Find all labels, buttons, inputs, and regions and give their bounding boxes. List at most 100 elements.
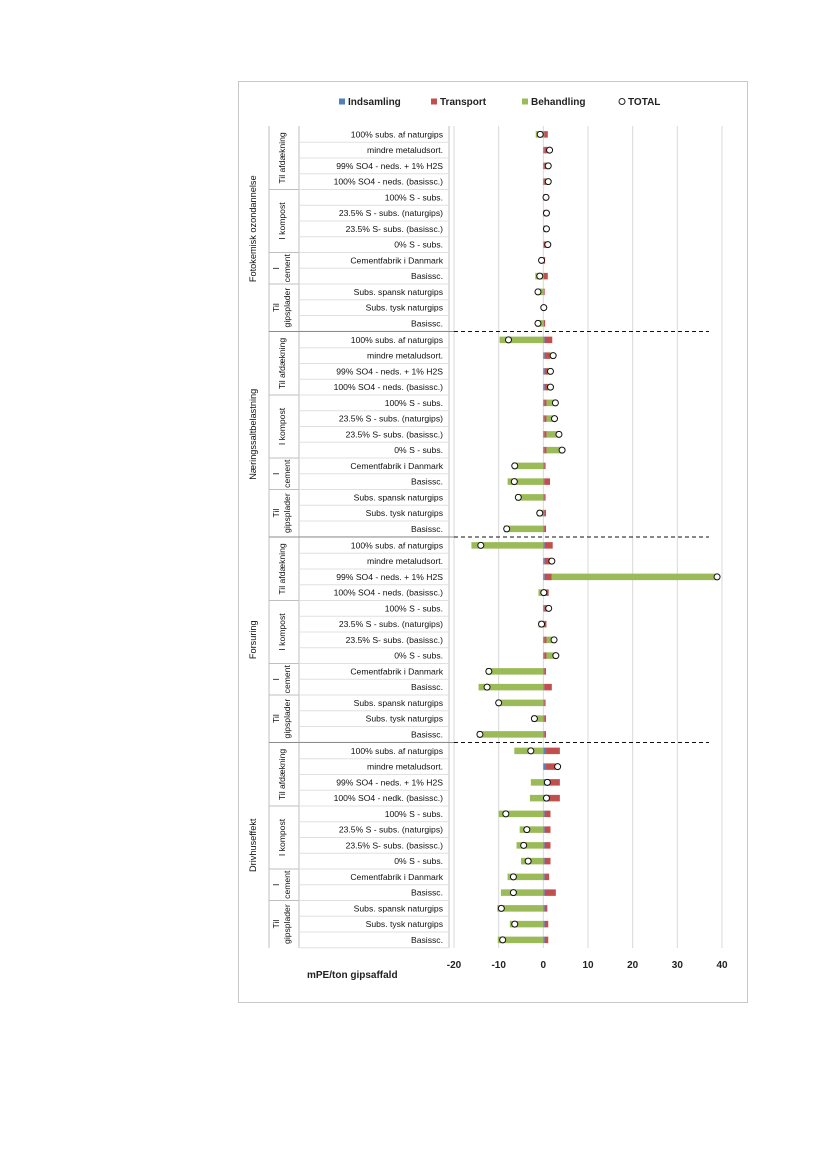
group-label-line: Til afdækning xyxy=(277,543,287,594)
bar-indsamling xyxy=(543,857,545,865)
category-label: mindre metaludsort. xyxy=(367,351,443,361)
category-label: Cementfabrik i Danmark xyxy=(350,666,443,676)
bar-transport xyxy=(544,620,547,628)
bar-transport xyxy=(544,399,547,407)
bar-indsamling xyxy=(543,542,545,549)
category-label: 100% SO4 - neds. (basissc.) xyxy=(334,177,444,187)
total-marker xyxy=(552,652,560,660)
total-marker xyxy=(524,857,532,865)
bar-transport xyxy=(544,352,551,359)
group-label-line: cement xyxy=(282,459,292,488)
bar-behandling xyxy=(497,936,544,944)
x-tick-label: 20 xyxy=(627,960,639,971)
bar-behandling xyxy=(512,462,544,470)
category-label: 100% subs. af naturgips xyxy=(351,746,443,756)
bar-indsamling xyxy=(543,178,545,185)
total-marker xyxy=(510,478,518,486)
bar-indsamling xyxy=(543,415,545,422)
category-label: Subs. tysk naturgips xyxy=(366,714,443,724)
total-marker xyxy=(554,763,562,771)
bar-indsamling xyxy=(543,668,545,675)
group-label-line: cement xyxy=(282,665,292,694)
bar-indsamling xyxy=(543,336,545,344)
bar-behandling xyxy=(496,699,544,707)
bar-transport xyxy=(544,905,548,912)
total-marker xyxy=(555,430,563,438)
total-marker xyxy=(545,604,553,612)
bar-transport xyxy=(544,336,553,344)
bar-indsamling xyxy=(543,936,545,944)
bar-behandling xyxy=(551,573,718,581)
total-marker xyxy=(534,288,542,296)
category-label: 23.5% S - subs. (naturgips) xyxy=(339,208,443,218)
legend-marker-total xyxy=(618,98,626,105)
bar-transport xyxy=(544,857,551,865)
chart-frame: -20 -10 0 10 20 30 40 mPE/ton gipsaffald Indsaml… xyxy=(238,81,748,1003)
group-label-line: Til xyxy=(271,303,281,312)
legend-label: Transport xyxy=(440,97,487,108)
category-label: 100% S - subs. xyxy=(385,603,443,613)
bar-behandling xyxy=(478,683,544,691)
category-label: Subs. tysk naturgips xyxy=(366,303,443,313)
category-label: 99% SO4 - neds. + 1% H2S xyxy=(336,777,443,787)
bar-transport xyxy=(545,794,560,802)
total-marker xyxy=(538,256,546,264)
group-label: Til afdækning xyxy=(277,132,287,183)
bar-transport xyxy=(544,415,547,422)
block-label: Forsuring xyxy=(248,620,258,659)
group-label-line: cement xyxy=(282,870,292,899)
legend-label: Indsamling xyxy=(348,97,401,108)
x-tick-label: 0 xyxy=(541,960,547,971)
total-marker xyxy=(713,573,721,581)
category-label: 23.5% S- subs. (basissc.) xyxy=(346,224,444,234)
block-label: Næringssaltbelastning xyxy=(248,389,258,480)
group-label: Til gipsplader xyxy=(271,904,292,944)
bar-indsamling xyxy=(543,652,545,659)
bar-indsamling xyxy=(543,399,545,407)
category-label: 0% S - subs. xyxy=(394,240,443,250)
x-tick-label: 10 xyxy=(582,960,594,971)
bar-transport xyxy=(544,920,549,928)
category-label: Basissc. xyxy=(411,888,443,898)
category-label: 23.5% S - subs. (naturgips) xyxy=(339,414,443,424)
bar-behandling xyxy=(546,446,563,454)
total-marker xyxy=(544,178,552,186)
group-label: Til gipsplader xyxy=(271,288,292,328)
total-marker xyxy=(530,715,538,723)
bar-transport xyxy=(544,131,548,138)
category-label: 100% subs. af naturgips xyxy=(351,129,443,139)
group-label-line: cement xyxy=(282,254,292,283)
total-marker xyxy=(536,272,544,280)
bar-transport xyxy=(544,699,546,707)
total-marker xyxy=(538,620,546,628)
group-label-line: gipsplader xyxy=(282,288,292,328)
category-label: Cementfabrik i Danmark xyxy=(350,872,443,882)
bar-transport xyxy=(543,320,546,327)
total-marker xyxy=(544,162,552,170)
bar-indsamling xyxy=(543,146,545,154)
bar-indsamling xyxy=(543,826,545,833)
category-label: mindre metaludsort. xyxy=(367,145,443,155)
category-label: Basissc. xyxy=(411,271,443,281)
total-marker xyxy=(504,336,512,344)
group-label-line: I xyxy=(271,473,281,475)
group-label: Til gipsplader xyxy=(271,493,292,533)
bar-behandling xyxy=(521,857,544,865)
category-label: Basissc. xyxy=(411,935,443,945)
bar-behandling xyxy=(509,920,544,928)
category-label: Basissc. xyxy=(411,729,443,739)
category-label: Basissc. xyxy=(411,477,443,487)
category-label: Subs. spansk naturgips xyxy=(354,492,443,502)
bar-transport xyxy=(544,573,552,581)
bar-transport xyxy=(544,936,549,944)
bar-behandling xyxy=(504,525,544,533)
category-label: Basissc. xyxy=(411,682,443,692)
bar-indsamling xyxy=(543,478,545,485)
total-marker xyxy=(509,873,517,881)
bar-transport xyxy=(543,272,548,280)
bar-transport xyxy=(544,668,547,675)
total-marker xyxy=(544,241,552,249)
